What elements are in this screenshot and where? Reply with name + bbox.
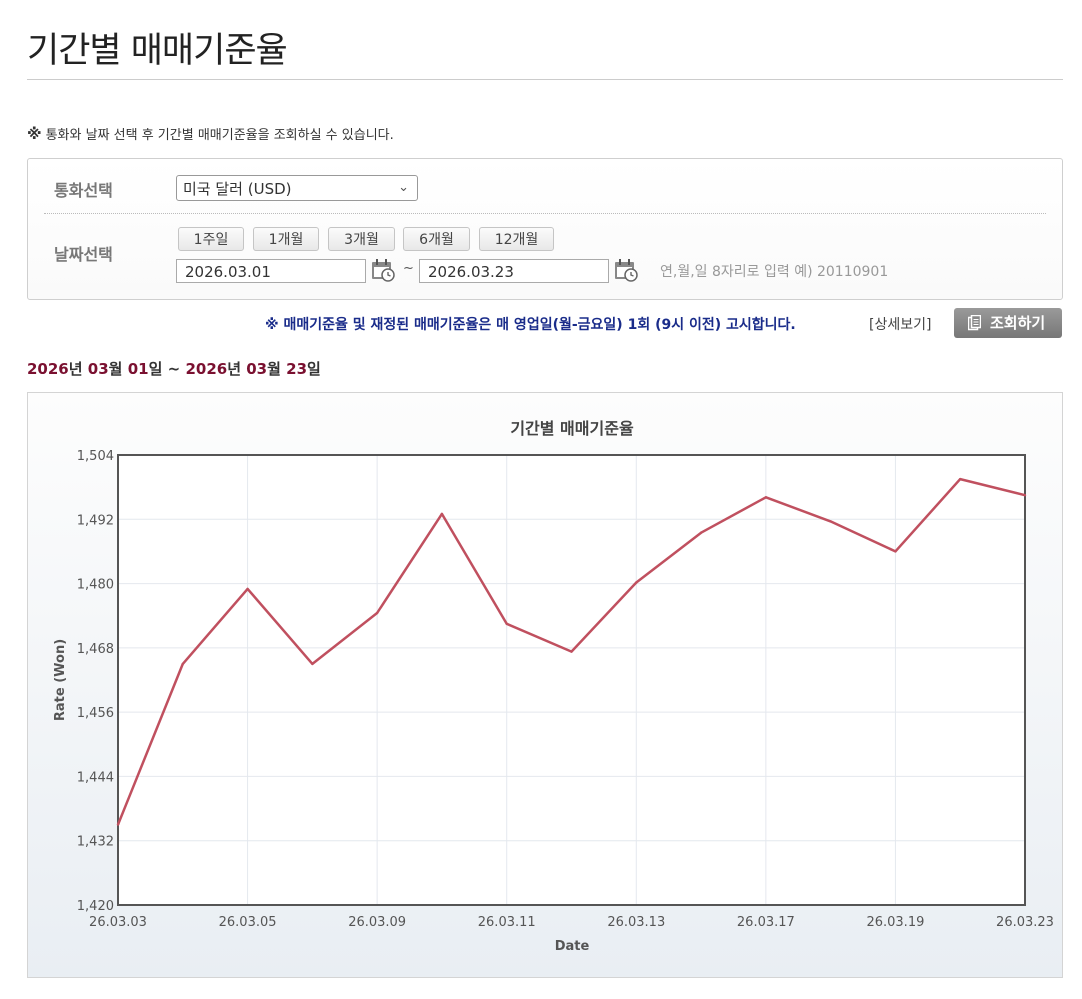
search-button[interactable]: 조회하기 [954,308,1062,338]
detail-link[interactable]: [상세보기] [869,317,932,333]
x-tick-label: 26.03.03 [89,915,147,930]
notice: ※ 통화와 날짜 선택 후 기간별 매매기준율을 조회하실 수 있습니다. [27,124,394,143]
x-tick-label: 26.03.11 [478,915,536,930]
range-start-year: 2026 [27,360,69,378]
calendar-icon[interactable] [614,258,638,282]
y-tick-label: 1,456 [77,706,114,721]
publish-notice: ※ 매매기준율 및 재정된 매매기준율은 매 영업일(월-금요일) 1회 (9시… [265,317,796,333]
notice-text: 통화와 날짜 선택 후 기간별 매매기준율을 조회하실 수 있습니다. [45,128,394,143]
document-icon [968,315,981,331]
rate-data-point [375,611,379,615]
title-divider [27,79,1063,80]
x-tick-label: 26.03.19 [866,915,924,930]
range-end-year: 2026 [185,360,228,378]
rate-data-point [959,477,962,481]
plot-background [118,455,1025,905]
chart-y-axis-label: Rate (Won) [53,639,68,721]
rate-data-point [1023,494,1027,497]
rate-data-point [181,662,184,666]
range-end-month: 03 [246,360,268,378]
chart-title: 기간별 매매기준율 [510,419,634,438]
y-tick-label: 1,480 [77,578,114,593]
month-unit: 월 [267,360,281,378]
range-start-month: 03 [87,360,109,378]
search-button-label: 조회하기 [990,314,1046,332]
y-tick-label: 1,504 [77,449,114,464]
chart-x-axis-label: Date [555,939,590,954]
rate-chart: 기간별 매매기준율 Date Rate (Won) 1,420 1,432 1,44… [27,392,1063,978]
rate-data-point [829,520,832,523]
range-tilde: ~ [167,360,181,378]
rate-data-point [635,581,638,584]
start-date-input[interactable]: 2026.03.01 [176,259,366,283]
rate-data-point [246,587,249,591]
y-tick-label: 1,432 [77,835,114,850]
filter-panel: 통화선택 미국 달러 (USD) ⌄ 날짜선택 1주일 1개월 3개월 6개월 … [27,158,1063,300]
rate-data-point [699,531,703,534]
filter-divider [44,213,1046,214]
date-label: 날짜선택 [54,245,113,264]
currency-select-value: 미국 달러 (USD) [183,180,292,198]
currency-label: 통화선택 [54,181,113,200]
rate-data-point [311,662,314,666]
rate-data-point [116,823,120,826]
y-tick-label: 1,420 [77,899,114,914]
rate-data-point [764,496,768,499]
year-unit: 년 [227,360,242,378]
rate-data-point [440,512,444,516]
y-tick-label: 1,468 [77,642,114,657]
y-tick-label: 1,444 [77,770,114,785]
x-tick-label: 26.03.17 [737,915,795,930]
month-unit: 월 [108,360,123,378]
plot-frame [117,454,1026,906]
end-date-input[interactable]: 2026.03.23 [419,259,609,283]
range-end-day: 23 [286,360,308,378]
y-tick-label: 1,492 [77,513,114,528]
period-1month-button[interactable]: 1개월 [253,227,319,251]
range-start-day: 01 [127,360,149,378]
period-3month-button[interactable]: 3개월 [328,227,395,251]
day-unit: 일 [307,360,321,378]
rate-data-point [505,622,508,625]
date-format-hint: 연,월,일 8자리로 입력 예) 20110901 [660,264,889,280]
range-summary: 2026년 03월 01일 ~ 2026년 03월 23일 [27,358,321,379]
calendar-icon[interactable] [371,258,395,282]
year-unit: 년 [68,360,83,378]
rate-data-point [894,550,897,553]
date-range-tilde: ~ [403,261,414,276]
x-tick-label: 26.03.05 [219,915,277,930]
currency-select[interactable]: 미국 달러 (USD) ⌄ [176,175,418,201]
period-12month-button[interactable]: 12개월 [479,227,554,251]
x-tick-label: 26.03.23 [996,915,1054,930]
rate-chart-svg: 기간별 매매기준율 Date Rate (Won) 1,420 1,432 1,44… [53,419,1054,954]
x-tick-label: 26.03.13 [607,915,665,930]
day-unit: 일 [148,360,163,378]
notice-mark: ※ [27,125,42,143]
period-6month-button[interactable]: 6개월 [403,227,470,251]
x-tick-label: 26.03.09 [348,915,406,930]
period-1week-button[interactable]: 1주일 [178,227,244,251]
rate-data-point [570,650,573,653]
page-title: 기간별 매매기준율 [27,31,288,71]
chevron-down-icon: ⌄ [398,180,409,195]
